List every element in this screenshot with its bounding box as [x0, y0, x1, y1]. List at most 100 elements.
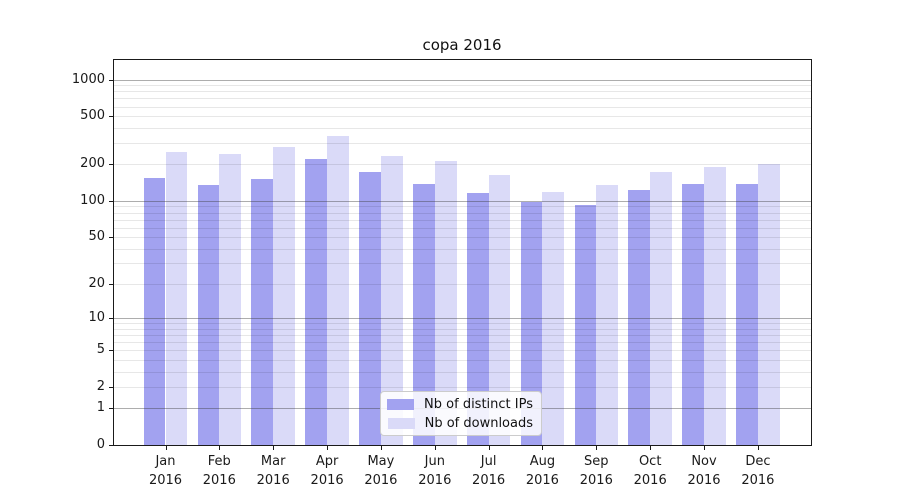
x-tick-mark — [488, 446, 490, 450]
legend-label-downloads: Nb of downloads — [424, 415, 533, 431]
bar-downloads — [542, 192, 565, 445]
x-tick-year: 2016 — [310, 472, 344, 488]
x-tick-label: Nov 2016 — [687, 453, 720, 491]
y-gridline — [114, 116, 811, 118]
x-tick-label: Sep 2016 — [580, 453, 613, 491]
x-tick-year: 2016 — [256, 472, 290, 488]
y-tick-label: 20 — [88, 276, 105, 292]
bar-distinct-ips — [251, 178, 274, 445]
y-gridline-minor — [114, 106, 811, 108]
bar-distinct-ips — [305, 158, 328, 445]
x-tick-label: May 2016 — [364, 453, 397, 491]
x-tick-mark — [380, 446, 382, 450]
y-gridline-minor — [114, 127, 811, 129]
x-tick-label: Apr 2016 — [311, 453, 344, 491]
x-tick-year: 2016 — [633, 472, 667, 488]
y-gridline-minor — [114, 143, 811, 145]
bar-distinct-ips — [143, 177, 166, 445]
y-tick-mark — [109, 79, 113, 81]
y-tick-mark — [109, 445, 113, 446]
x-tick-year: 2016 — [202, 472, 236, 488]
y-tick-mark — [109, 283, 113, 285]
y-tick-mark — [109, 408, 113, 410]
chart-title: copa 2016 — [422, 36, 502, 54]
legend-swatch-distinct-ips — [387, 398, 415, 410]
bar-downloads — [219, 154, 242, 445]
y-tick-mark — [109, 164, 113, 166]
x-tick-mark — [273, 446, 275, 450]
y-tick-label: 0 — [96, 437, 105, 453]
x-tick-mark — [650, 446, 652, 450]
x-tick-year: 2016 — [418, 472, 452, 488]
y-tick-mark — [109, 116, 113, 118]
x-tick-mark — [165, 446, 167, 450]
x-tick-mark — [219, 446, 221, 450]
bar-downloads — [165, 152, 188, 445]
y-tick-label: 500 — [80, 108, 105, 124]
x-tick-label: Feb 2016 — [203, 453, 236, 491]
x-tick-year: 2016 — [525, 472, 559, 488]
y-tick-mark — [109, 350, 113, 352]
legend-swatch-downloads — [387, 417, 415, 429]
x-tick-label: Jun 2016 — [418, 453, 451, 491]
y-tick-label: 50 — [88, 229, 105, 245]
y-gridline-minor — [114, 91, 811, 93]
x-tick-label: Dec 2016 — [741, 453, 774, 491]
bar-distinct-ips — [682, 183, 704, 445]
x-tick-mark — [542, 446, 544, 450]
bar-distinct-ips — [736, 183, 758, 445]
legend-label-distinct-ips: Nb of distinct IPs — [424, 396, 533, 412]
bar-distinct-ips — [466, 192, 489, 445]
y-tick-label: 1 — [96, 400, 105, 416]
bar-downloads — [596, 184, 619, 445]
bar-distinct-ips — [520, 202, 543, 445]
y-gridline — [114, 79, 811, 81]
x-tick-label: Jan 2016 — [149, 453, 182, 491]
plot-area: 0 1 2 5 10 20 50 100 200 500 1000 Jan 2016 Feb 2016 Mar… — [72, 59, 812, 488]
x-tick-mark — [757, 446, 759, 450]
bar-distinct-ips — [412, 183, 435, 445]
x-tick-label: Oct 2016 — [634, 453, 667, 491]
x-tick-year: 2016 — [687, 472, 721, 488]
y-tick-mark — [109, 386, 113, 388]
x-tick-year: 2016 — [579, 472, 613, 488]
y-gridline-minor — [114, 85, 811, 87]
x-tick-year: 2016 — [148, 472, 183, 488]
bar-distinct-ips — [628, 189, 651, 445]
bar-downloads — [434, 161, 457, 445]
y-tick-mark — [109, 237, 113, 238]
x-tick-label: Aug 2016 — [526, 453, 559, 491]
bar-downloads — [380, 155, 403, 445]
y-tick-mark — [109, 200, 113, 202]
x-tick-label: Jul 2016 — [472, 453, 505, 491]
x-tick-year: 2016 — [364, 472, 398, 488]
y-tick-label: 2 — [96, 379, 105, 395]
bar-distinct-ips — [197, 185, 220, 445]
y-tick-label: 100 — [80, 192, 105, 208]
bar-downloads — [488, 174, 511, 445]
bar-downloads — [327, 135, 349, 445]
x-tick-year: 2016 — [741, 472, 775, 488]
legend-item-downloads: Nb of downloads — [381, 416, 541, 431]
bar-downloads — [650, 172, 672, 445]
bar-downloads — [757, 163, 780, 445]
x-tick-year: 2016 — [472, 472, 506, 488]
y-tick-label: 5 — [96, 342, 105, 358]
x-tick-mark — [327, 446, 329, 450]
x-tick-mark — [596, 446, 598, 450]
y-tick-label: 1000 — [71, 71, 105, 87]
y-tick-label: 10 — [88, 310, 105, 326]
x-tick-mark — [704, 446, 705, 450]
x-tick-mark — [434, 446, 436, 450]
legend-item-distinct-ips: Nb of distinct IPs — [381, 397, 541, 412]
legend: Nb of distinct IPs Nb of downloads — [380, 391, 542, 436]
y-gridline-minor — [114, 98, 811, 100]
y-tick-label: 200 — [80, 156, 105, 172]
bar-downloads — [273, 146, 295, 445]
x-tick-label: Mar 2016 — [257, 453, 290, 491]
y-tick-mark — [109, 318, 113, 320]
bar-distinct-ips — [574, 204, 597, 445]
bar-distinct-ips — [359, 172, 381, 445]
bar-downloads — [704, 167, 726, 445]
